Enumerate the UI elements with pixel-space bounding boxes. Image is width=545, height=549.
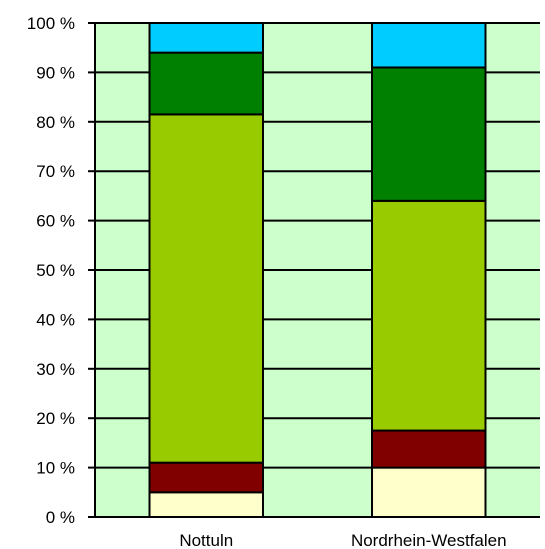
y-tick-label: 20 %: [36, 409, 75, 428]
y-tick-label: 10 %: [36, 459, 75, 478]
y-tick-label: 90 %: [36, 63, 75, 82]
bar-segment: [148, 22, 264, 54]
y-tick-label: 60 %: [36, 212, 75, 231]
bar-segment: [148, 491, 264, 518]
bars: [148, 22, 487, 519]
bar-segment: [371, 429, 487, 469]
axes: [88, 23, 540, 518]
bar-segment: [371, 466, 487, 519]
bar-segment: [148, 461, 264, 494]
bar-segment: [148, 113, 264, 464]
y-tick-label: 100 %: [27, 14, 75, 33]
y-tick-label: 70 %: [36, 162, 75, 181]
bar-segment: [371, 199, 487, 432]
y-tick-label: 80 %: [36, 113, 75, 132]
x-category-label: Nottuln: [179, 531, 233, 549]
bar-segment: [148, 51, 264, 116]
bar-segment: [371, 22, 487, 69]
y-tick-label: 50 %: [36, 261, 75, 280]
y-tick-label: 0 %: [46, 508, 75, 527]
y-tick-label: 40 %: [36, 310, 75, 329]
y-axis-tick-labels: 0 % 10 % 20 % 30 % 40 % 50 % 60 % 70 % 80 % 90 % 1…: [27, 14, 75, 527]
bar-segment: [371, 66, 487, 202]
y-tick-label: 30 %: [36, 360, 75, 379]
x-category-label: Nordrhein-Westfalen: [351, 531, 507, 549]
x-axis-category-labels: Nottuln Nordrhein-Westfalen: [179, 531, 506, 549]
